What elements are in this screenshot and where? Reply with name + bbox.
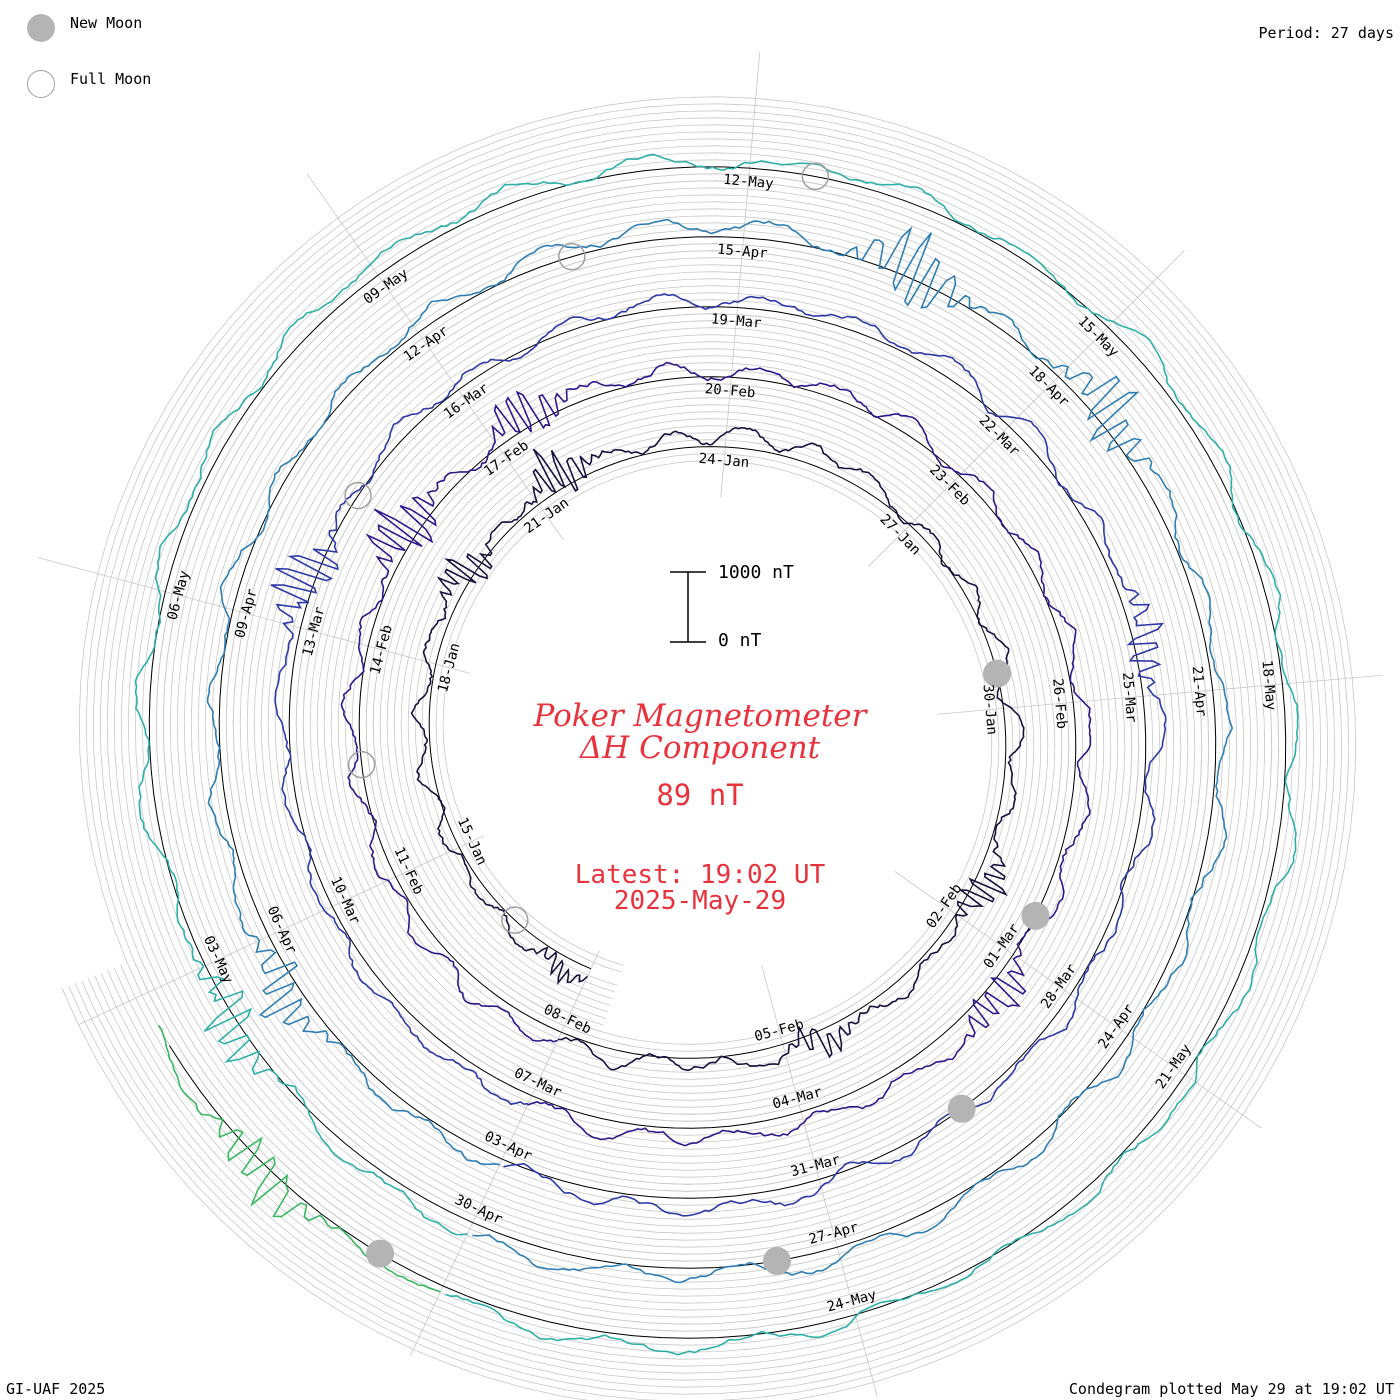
grid-line bbox=[113, 152, 1301, 1353]
grid-line bbox=[74, 110, 1343, 1395]
new-moon-legend-icon bbox=[27, 14, 55, 42]
grid-line bbox=[107, 145, 1308, 1360]
full-moon-marker bbox=[501, 906, 529, 934]
full-moon-legend-icon bbox=[27, 70, 55, 98]
day-spoke bbox=[410, 950, 600, 1357]
new-moon-legend-label: New Moon bbox=[70, 14, 143, 32]
date-label: 07-Mar bbox=[511, 1065, 564, 1101]
new-moon-marker bbox=[763, 1246, 792, 1275]
scale-top-label: 1000 nT bbox=[718, 562, 794, 583]
date-label: 28-Mar bbox=[1038, 961, 1080, 1012]
day-spoke bbox=[720, 52, 761, 498]
date-label: 12-May bbox=[722, 172, 774, 192]
date-label: 21-May bbox=[1153, 1041, 1195, 1092]
date-label: 21-Apr bbox=[1189, 665, 1209, 717]
date-label: 19-Mar bbox=[710, 311, 762, 331]
day-spoke bbox=[306, 173, 564, 541]
trace-turn-1 bbox=[410, 426, 1025, 1072]
chart-subtitle: ΔH Component bbox=[579, 730, 821, 766]
date-label: 30-Jan bbox=[979, 684, 999, 736]
date-label: 24-Jan bbox=[698, 451, 750, 471]
full-moon-marker bbox=[344, 481, 372, 510]
day-spoke bbox=[78, 835, 485, 1025]
grid-line bbox=[100, 138, 1315, 1367]
date-label: 09-May bbox=[361, 266, 412, 308]
date-label: 08-Feb bbox=[541, 1002, 594, 1038]
trace-turn-2 bbox=[340, 361, 1092, 1147]
date-label: 26-Feb bbox=[1049, 678, 1069, 730]
grid-line bbox=[87, 124, 1329, 1381]
date-label: 09-Apr bbox=[232, 587, 261, 640]
new-moon-marker bbox=[947, 1094, 976, 1123]
day-spoke bbox=[761, 964, 878, 1397]
new-moon-marker bbox=[1021, 901, 1050, 930]
moon-phase-markers bbox=[344, 162, 1050, 1275]
date-label: 04-Mar bbox=[771, 1084, 824, 1113]
current-value: 89 nT bbox=[656, 778, 744, 812]
date-label: 18-May bbox=[1258, 659, 1278, 711]
grid-line bbox=[81, 117, 1336, 1388]
day-spoke bbox=[868, 250, 1185, 567]
day-spoke bbox=[38, 557, 471, 674]
zero-baseline-spiral bbox=[148, 166, 1287, 1339]
trace-turn-4 bbox=[206, 218, 1234, 1284]
grid-line bbox=[120, 159, 1294, 1346]
chart-title: Poker Magnetometer bbox=[533, 698, 867, 734]
date-label: 24-Apr bbox=[1095, 1001, 1137, 1052]
credit-label: GI-UAF 2025 bbox=[6, 1380, 106, 1398]
date-label: 03-Apr bbox=[482, 1129, 535, 1165]
scale-bar bbox=[670, 571, 706, 643]
scale-bottom-label: 0 nT bbox=[718, 630, 762, 651]
trace-turn-5 bbox=[134, 153, 1299, 1356]
grid-line bbox=[94, 131, 1322, 1374]
date-label: 20-Feb bbox=[704, 381, 756, 401]
date-label: 17-Feb bbox=[481, 438, 532, 480]
new-moon-marker bbox=[366, 1239, 395, 1268]
full-moon-legend-label: Full Moon bbox=[70, 70, 152, 88]
period-label: Period: 27 days bbox=[1258, 24, 1394, 42]
new-moon-marker bbox=[983, 659, 1012, 688]
latest-time: Latest: 19:02 UT bbox=[574, 860, 826, 890]
date-label: 16-Mar bbox=[441, 380, 492, 422]
full-moon-marker bbox=[801, 162, 830, 191]
latest-date: 2025-May-29 bbox=[613, 886, 787, 916]
full-moon-marker bbox=[558, 242, 586, 271]
date-label: 21-Jan bbox=[521, 495, 572, 537]
date-label: 15-Apr bbox=[716, 242, 768, 262]
grid-line bbox=[68, 103, 1350, 1400]
baseline bbox=[148, 166, 1287, 1339]
date-label: 25-Mar bbox=[1119, 672, 1139, 724]
plotted-timestamp: Condegram plotted May 29 at 19:02 UT bbox=[1068, 1380, 1394, 1398]
full-moon-marker bbox=[347, 750, 376, 779]
date-label: 30-Apr bbox=[452, 1192, 505, 1228]
